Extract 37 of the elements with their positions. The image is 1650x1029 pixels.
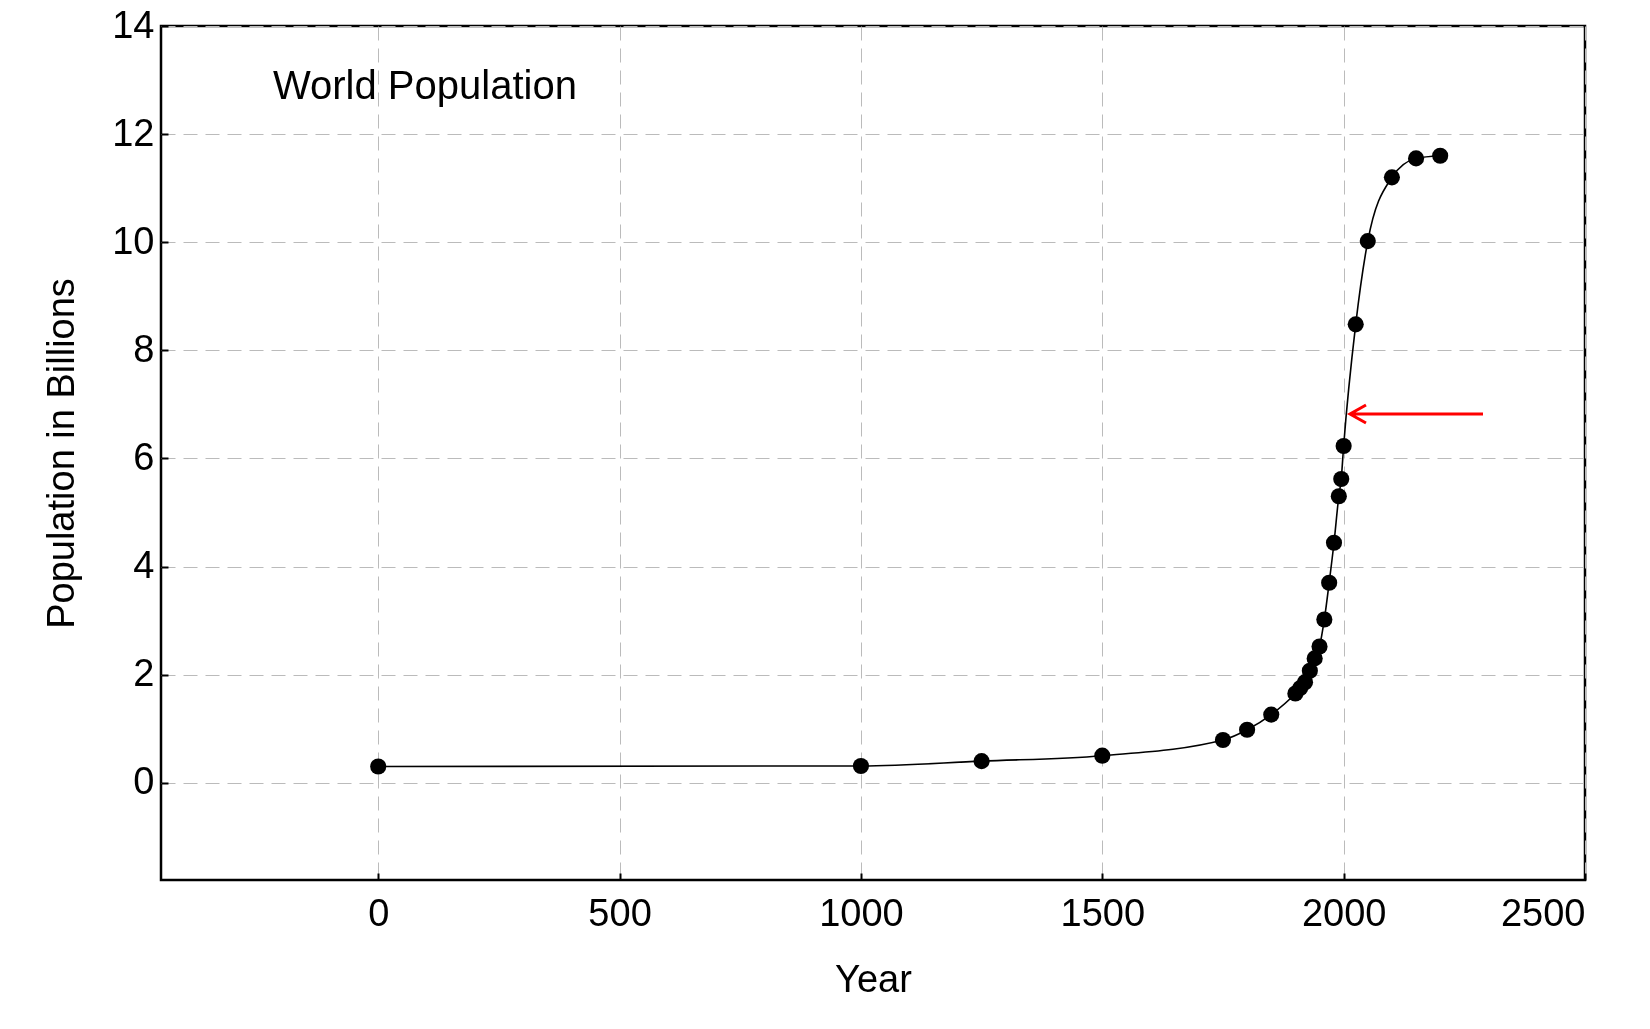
y-tick-label: 4 xyxy=(133,544,155,587)
y-axis-title: Population in Billions xyxy=(40,278,83,629)
point xyxy=(1214,731,1232,749)
point xyxy=(1263,706,1280,723)
point xyxy=(1432,147,1449,164)
x-tick-label: 2000 xyxy=(1301,891,1387,934)
point xyxy=(1383,169,1400,186)
y-tick-label: 12 xyxy=(112,111,155,154)
x-tick-label: 1000 xyxy=(819,891,904,934)
point xyxy=(1335,437,1352,455)
y-tick-label: 0 xyxy=(133,760,155,803)
y-tick-label: 2 xyxy=(133,652,155,695)
point xyxy=(1330,488,1347,505)
point xyxy=(1094,747,1111,764)
y-tick-label: 10 xyxy=(112,219,155,262)
x-tick-label: 1500 xyxy=(1060,891,1146,934)
point xyxy=(1239,721,1256,738)
point xyxy=(1347,316,1364,333)
y-tick-label: 6 xyxy=(133,435,155,478)
y-tick-label: 8 xyxy=(133,327,155,370)
point xyxy=(1316,611,1333,628)
point xyxy=(852,757,869,774)
point xyxy=(1325,534,1343,551)
x-tick-label: 500 xyxy=(588,891,652,934)
y-tick-label: 14 xyxy=(112,3,155,46)
text: World Population xyxy=(273,63,577,107)
point xyxy=(1333,470,1350,487)
x-tick-label: 2500 xyxy=(1500,891,1586,934)
point xyxy=(370,758,387,775)
point xyxy=(1321,574,1338,591)
x-axis-title: Year xyxy=(835,957,913,1000)
point xyxy=(1359,233,1376,250)
x-tick-label: 0 xyxy=(368,891,390,934)
point xyxy=(973,753,990,770)
point xyxy=(1407,150,1425,167)
point xyxy=(1311,638,1328,655)
point xyxy=(1301,662,1318,679)
